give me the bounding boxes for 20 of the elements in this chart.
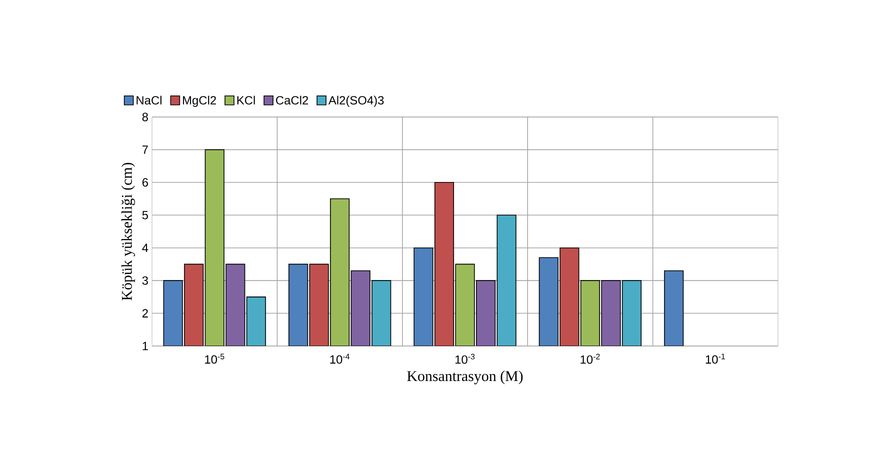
y-tick-label: 7 xyxy=(142,146,148,154)
y-tick-label: 2 xyxy=(142,309,148,318)
y-tick-label: 6 xyxy=(142,178,148,187)
y-axis-title: Köpük yüksekliği (cm) xyxy=(121,162,135,300)
legend-label: NaCl xyxy=(136,96,162,105)
x-tick-label: 10$^{-2}$ xyxy=(580,354,600,364)
y-tick-label: 3 xyxy=(142,276,148,285)
x-axis-title: Konsantrasyon (M) xyxy=(407,370,523,384)
x-tick-label: 10$^{-1}$ xyxy=(706,354,725,364)
x-tick-label: 10$^{-3}$ xyxy=(455,354,475,364)
legend-label: MgCl2 xyxy=(183,96,216,107)
y-tick-label: 4 xyxy=(142,244,148,252)
y-tick-label: 8 xyxy=(142,112,148,122)
y-tick-label: 1 xyxy=(142,342,148,350)
legend-label: KCl xyxy=(237,96,255,105)
x-tick-label: 10$^{-5}$ xyxy=(205,354,224,364)
y-tick-label: 5 xyxy=(142,210,148,220)
x-tick-label: 10$^{-4}$ xyxy=(330,354,350,364)
legend-label: Al2(SO4)3 xyxy=(328,96,384,107)
legend-label: CaCl2 xyxy=(276,96,308,105)
